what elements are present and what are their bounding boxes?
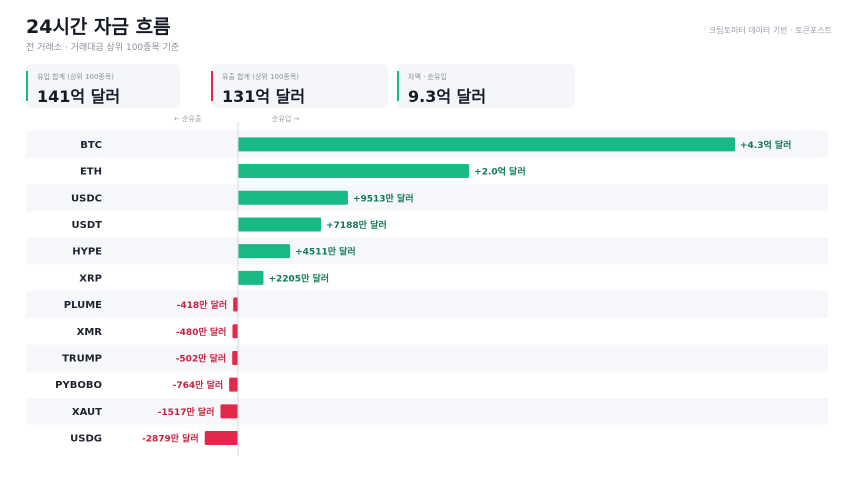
category-label: PYBOBO <box>55 380 102 391</box>
inflow-summary-label: 유입 합계 (상위 100종목) <box>37 73 115 81</box>
category-label: TRUMP <box>62 353 102 364</box>
data-label: +2205만 달러 <box>268 272 329 284</box>
category-label: PLUME <box>64 300 102 311</box>
row-stripe <box>26 291 828 318</box>
flow-bar <box>238 164 470 179</box>
category-label: USDC <box>71 193 102 204</box>
data-label: -480만 달러 <box>176 326 227 338</box>
data-label: +4.3억 달러 <box>740 139 791 151</box>
flow-bar <box>238 137 735 152</box>
flow-bar <box>204 431 238 446</box>
data-label: -418만 달러 <box>177 299 228 311</box>
net-summary-value: 9.3억 달러 <box>408 87 487 106</box>
data-label: +7188만 달러 <box>326 219 387 231</box>
inflow-direction-label: 순유입 → <box>272 115 300 123</box>
row-stripe <box>26 398 828 425</box>
data-label: +4511만 달러 <box>295 246 356 258</box>
data-label: +2.0억 달러 <box>474 166 525 178</box>
outflow-summary-value: 131억 달러 <box>222 87 306 106</box>
category-label: USDT <box>72 220 103 231</box>
category-label: ETH <box>80 167 102 178</box>
flow-bar <box>220 404 238 419</box>
outflow-accent-bar <box>211 71 213 101</box>
inflow-summary-value: 141억 달러 <box>37 87 121 106</box>
category-label: XMR <box>77 327 103 338</box>
flow-bar <box>232 350 238 365</box>
inflow-summary-card: 유입 합계 (상위 100종목) 141억 달러 <box>26 64 180 108</box>
data-label: -1517만 달러 <box>158 406 215 418</box>
net-summary-label: 차액 · 순유입 <box>408 73 447 81</box>
data-label: -764만 달러 <box>173 379 224 391</box>
outflow-direction-label: ← 순유출 <box>174 115 202 123</box>
row-stripe <box>26 184 828 212</box>
flow-bar <box>229 377 238 392</box>
page-subtitle: 전 거래소 · 거래대금 상위 100종목 기준 <box>26 43 180 53</box>
flow-bar <box>232 324 238 339</box>
data-label: +9513만 달러 <box>353 192 414 204</box>
flow-bar <box>238 190 348 205</box>
category-label: XAUT <box>72 407 102 418</box>
row-stripe <box>26 344 828 372</box>
flow-bar <box>233 297 238 312</box>
inflow-accent-bar <box>26 71 28 101</box>
net-summary-card: 차액 · 순유입 9.3억 달러 <box>397 64 575 108</box>
flow-bar <box>238 270 264 285</box>
data-label: -2879만 달러 <box>142 433 199 445</box>
category-label: BTC <box>80 140 102 151</box>
net-accent-bar <box>397 71 399 101</box>
source-note: 크립토미터 데이터 기반 · 토큰포스트 <box>708 26 832 35</box>
category-label: XRP <box>79 273 102 284</box>
page-title: 24시간 자금 흐름 <box>26 16 171 38</box>
row-stripe <box>26 237 828 265</box>
flow-bar <box>238 244 291 259</box>
category-label: HYPE <box>72 247 102 258</box>
data-label: -502만 달러 <box>176 352 227 364</box>
flow-bar <box>238 217 322 232</box>
outflow-summary-label: 유출 합계 (상위 100종목) <box>222 73 300 81</box>
category-label: USDG <box>70 434 102 445</box>
outflow-summary-card: 유출 합계 (상위 100종목) 131억 달러 <box>211 64 388 108</box>
